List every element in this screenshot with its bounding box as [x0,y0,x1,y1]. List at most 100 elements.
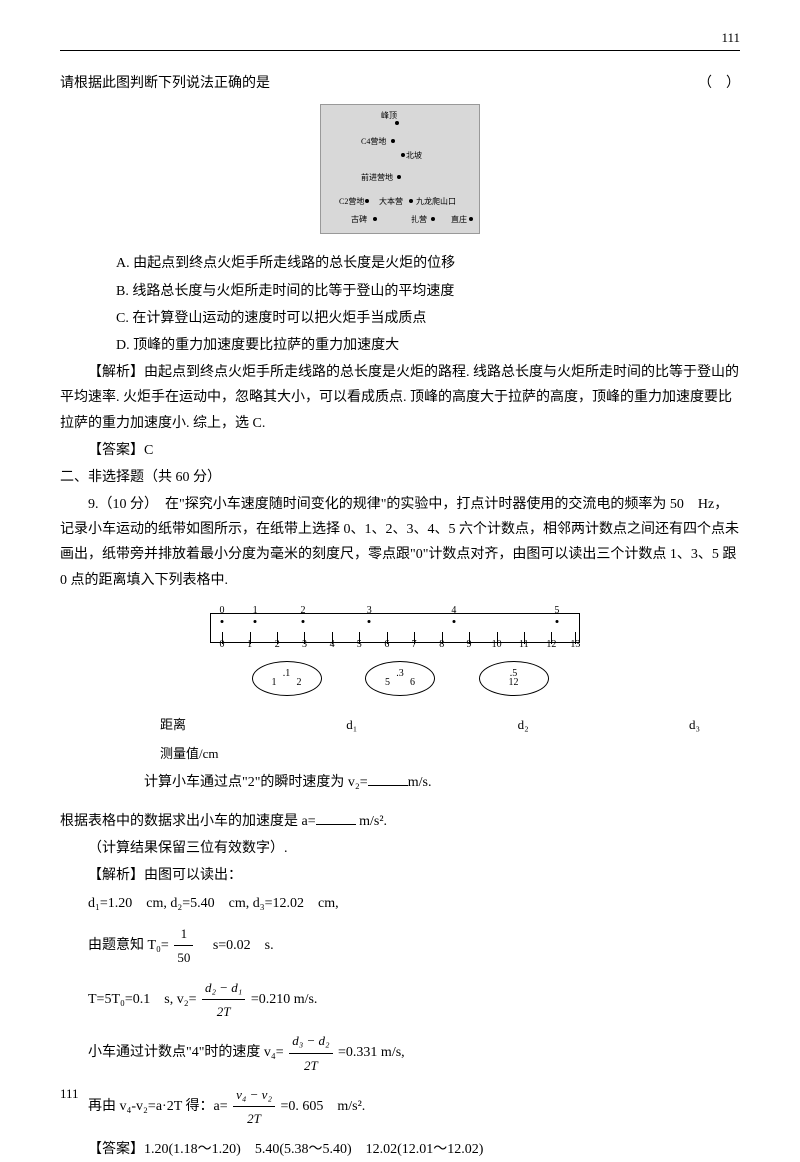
solution9-a: 再由 v₄-v₂=a·2T 得：a= v₄ − v₂2T =0. 605 m/s… [88,1083,740,1131]
b2: 2 [275,636,280,654]
q9-line1: 计算小车通过点"2"的瞬时速度为 v₂= m/s. [60,770,740,795]
top-4: 4 [451,602,456,620]
den: 50 [174,946,193,969]
answer-9: 【答案】1.20(1.18～1.20) 5.40(5.38～5.40) 12.0… [60,1137,740,1162]
tape-ticks: 0 1 2 3 4 5 0 1 2 [211,614,579,642]
T-suffix: =0.210 m/s. [251,992,318,1007]
top-3: 3 [367,602,372,620]
dot-zz [469,217,473,221]
dot-forward [397,175,401,179]
frac-v4: d₃ − d₂2T [289,1029,332,1077]
option-b: B. 线路总长度与火炬所走时间的比等于登山的平均速度 [60,279,740,304]
page-number-bottom: 111 [60,1086,79,1102]
blank [368,785,408,786]
page-number-top: 111 [721,30,740,46]
t0-prefix: 由题意知 T₀= [88,938,169,953]
q9-line1-text: 计算小车通过点"2"的瞬时速度为 v₂= [144,775,368,790]
mag3-bot: 12 [480,674,548,692]
mountain-figure-container: 峰顶 C4营地 北坡 前进营地 C2营地 大本营 九龙爬山口 古碑 扎营 直庄 [60,104,740,243]
dot-1 [254,620,257,623]
question-prompt: 请根据此图判断下列说法正确的是 [60,71,270,96]
dot-4 [452,620,455,623]
dot-north [401,153,405,157]
dot-c2 [365,199,369,203]
table-row-label: 测量值/cm [160,742,700,765]
option-a: A. 由起点到终点火炬手所走线路的总长度是火炬的位移 [60,251,740,276]
solution9-d: d₁=1.20 cm, d₂=5.40 cm, d₃=12.02 cm, [60,891,740,916]
header-rule [60,50,740,51]
b7: 7 [412,636,417,654]
top-1: 1 [253,602,258,620]
top-5: 5 [554,602,559,620]
option-c: C. 在计算登山运动的速度时可以把火炬手当成质点 [60,306,740,331]
mag2-bot: 5 6 [366,674,434,692]
blank-marker: （ ） [698,71,740,96]
q9-line1-unit: m/s. [408,775,432,790]
label-base: 大本营 [379,195,403,209]
frac-1-50: 150 [174,922,193,970]
magnifier-2: .3 5 6 [365,661,435,696]
v4-prefix: 小车通过计数点"4"时的速度 v₄= [88,1045,284,1060]
frac-v2: d₂ − d₁2T [202,976,245,1024]
frac-a: v₄ − v₂2T [233,1083,275,1131]
blank2 [316,824,356,825]
label-monument: 古碑 [351,213,367,227]
dot-3 [368,620,371,623]
top-0: 0 [220,602,225,620]
mountain-figure: 峰顶 C4营地 北坡 前进营地 C2营地 大本营 九龙爬山口 古碑 扎营 直庄 [320,104,480,234]
question-9: 9.（10 分） 在"探究小车速度随时间变化的规律"的实验中，打点计时器使用的交… [60,492,740,593]
q9-note: （计算结果保留三位有效数字）. [60,836,740,861]
b1: 1 [247,636,252,654]
solution9-t0: 由题意知 T₀= 150 s=0.02 s. [88,922,740,970]
mag1-bot: 1 2 [253,674,321,692]
num: d₃ − d₂ [289,1029,332,1053]
question-prompt-row: 请根据此图判断下列说法正确的是 （ ） [60,71,740,96]
num: 1 [174,922,193,946]
dot-mon [373,217,377,221]
table-col-2: d₂ [518,713,529,736]
den: 2T [202,1000,245,1023]
answer-8: 【答案】C [60,438,740,463]
b13: 13 [570,636,580,654]
label-camp: 扎营 [411,213,427,227]
a-suffix: =0. 605 m/s². [280,1099,365,1114]
label-entrance: 九龙爬山口 [416,195,456,209]
T-prefix: T=5T₀=0.1 s, v₂= [88,992,197,1007]
magnifier-1: .1 1 2 [252,661,322,696]
row-label: 测量值/cm [160,742,219,765]
num: d₂ − d₁ [202,976,245,1000]
label-north: 北坡 [406,149,422,163]
solution9-T: T=5T₀=0.1 s, v₂= d₂ − d₁2T =0.210 m/s. [88,976,740,1024]
section2-header: 二、非选择题（共 60 分） [60,465,740,490]
q9-line2: 根据表格中的数据求出小车的加速度是 a= m/s². [60,809,740,834]
a-prefix: 再由 v₄-v₂=a·2T 得：a= [88,1099,228,1114]
table-header: 距离 [160,713,186,736]
den: 2T [289,1054,332,1077]
solution9-v4: 小车通过计数点"4"时的速度 v₄= d₃ − d₂2T =0.331 m/s, [88,1029,740,1077]
v4-suffix: =0.331 m/s, [338,1045,405,1060]
label-c2: C2营地 [339,195,364,209]
b6: 6 [384,636,389,654]
table-col-3: d₃ [689,713,700,736]
b8: 8 [439,636,444,654]
label-c4: C4营地 [361,135,386,149]
b5: 5 [357,636,362,654]
label-forward: 前进营地 [361,171,393,185]
option-d: D. 顶峰的重力加速度要比拉萨的重力加速度大 [60,333,740,358]
b10: 10 [492,636,502,654]
dot-camp [431,217,435,221]
q9-line2-prefix: 根据表格中的数据求出小车的加速度是 a= [60,814,316,829]
b4: 4 [330,636,335,654]
table-header-row: 距离 d₁ d₂ d₃ [160,713,700,736]
label-zz: 直庄 [451,213,467,227]
b3: 3 [302,636,307,654]
dot-2 [302,620,305,623]
dot-peak [395,121,399,125]
den: 2T [233,1107,275,1130]
dot-base [409,199,413,203]
magnifier-row: .1 1 2 .3 5 6 .5 12 [210,661,590,705]
tape-ruler: 0 1 2 3 4 5 0 1 2 [210,613,580,643]
magnifier-3: .5 12 [479,661,549,696]
num: v₄ − v₂ [233,1083,275,1107]
q9-line2-unit: m/s². [356,814,387,829]
